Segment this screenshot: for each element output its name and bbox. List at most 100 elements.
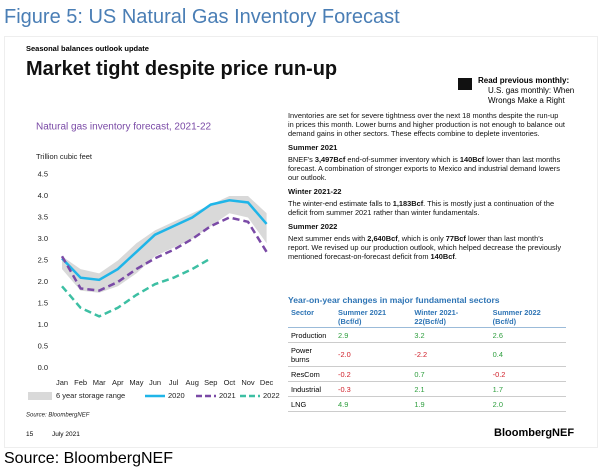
range-band [62,196,267,293]
text-run: . This is mostly just a continuation of … [288,199,555,217]
header-cell: Winter 2021-22(Bcf/d) [411,307,490,328]
x-tick-label: Jul [169,378,179,387]
kicker: Seasonal balances outlook update [26,44,149,53]
x-tick-label: Oct [224,378,237,387]
text-run: , which is only [397,234,446,243]
text-run: Next summer ends with [288,234,368,243]
x-tick-label: Jun [149,378,161,387]
cell: -2.0 [335,342,412,367]
text-run: lower than last month's report. We revis… [288,234,562,261]
x-tick-label: Feb [74,378,87,387]
header-row: Sector Summer 2021 (Bcf/d) Winter 2021-22(… [288,307,566,328]
read-more[interactable]: Read previous monthly: U.S. gas monthly:… [458,76,590,110]
x-tick-label: Apr [112,378,124,387]
y-tick-label: 0.5 [38,341,48,350]
y-tick-label: 3.5 [38,212,48,221]
text-run: 140Bcf [459,155,485,164]
text-run: 2,640Bcf [367,234,398,243]
y-tick-label: 4.5 [38,169,48,178]
x-tick-label: Jan [56,378,68,387]
table: Sector Summer 2021 (Bcf/d) Winter 2021-22(… [288,307,566,412]
page-number: 15 [26,431,34,438]
cell: 1.7 [489,381,566,397]
text-run: 140Bcf [430,252,455,261]
text-run: 77Bcf [445,234,466,243]
series-line [61,257,212,318]
brand: BloombergNEF [494,427,575,439]
y-tick-label: 3.0 [38,234,48,243]
cell: 2.9 [335,327,412,343]
cell: 2.0 [489,396,566,412]
x-tick-label: May [129,378,143,387]
y-tick-label: 1.5 [38,298,48,307]
section-heading: Winter 2021-22 [288,187,342,196]
cell: -0.3 [335,381,412,397]
cell: ResCom [288,366,336,382]
row: Power burns -2.0 -2.2 0.4 [288,342,566,367]
y-tick-label: 2.5 [38,255,48,264]
x-tick-label: Nov [241,378,255,387]
x-tick-label: Aug [186,378,199,387]
table-title: Year-on-year changes in major fundamenta… [288,295,500,305]
cell: LNG [288,396,336,412]
read-label: Read previous monthly: [478,76,570,85]
series-line [61,199,268,282]
cell: 1.9 [411,396,490,412]
row: ResCom -0.2 0.7 -0.2 [288,366,566,382]
cell: Power burns [288,342,336,367]
text-run: 1,183Bcf [392,199,424,208]
section-heading: Summer 2021 [288,143,338,152]
cell: 2.1 [411,381,490,397]
cell: Production [288,327,336,343]
icon [458,78,472,90]
y-axis-label: Trillion cubic feet [36,152,93,161]
x-tick-label: Dec [260,378,274,387]
header-cell: Sector [288,307,336,328]
row: Production 2.9 3.2 2.6 [288,327,566,343]
paragraph: The winter-end estimate falls to 1,183Bc… [288,199,566,217]
cell: Industrial [288,381,336,397]
text-run: Inventories are set for severe tightness… [288,111,565,138]
chart: Natural gas inventory forecast, 2021-22 … [26,122,280,419]
row: Industrial -0.3 2.1 1.7 [288,381,566,397]
x-tick-label: Sep [204,378,217,387]
y-tick-label: 2.0 [38,277,48,286]
header-cell: Summer 2021 (Bcf/d) [335,307,412,328]
text-run: BNEF's [288,155,315,164]
text-run: . [454,252,457,261]
row: LNG 4.9 1.9 2.0 [288,396,566,412]
paragraph: Inventories are set for severe tightness… [288,111,566,138]
cell: 3.2 [411,327,490,343]
x-tick-label: Mar [93,378,106,387]
cell: -0.2 [335,366,412,382]
chart-source: Source: BloombergNEF [26,413,90,419]
legend-label: 2022 [263,391,280,400]
figure-title: Figure 5: US Natural Gas Inventory Forec… [4,6,400,28]
text-run: The winter-end estimate falls to [288,199,393,208]
text-run: end-of-summer inventory which is [345,155,460,164]
slide-title: Market tight despite price run-up [26,58,338,80]
source: Source: BloombergNEF [4,450,173,467]
cell: -2.2 [411,342,490,367]
legend-swatch [28,392,52,400]
cell: 0.4 [489,342,566,367]
read-link[interactable]: U.S. gas monthly: When Wrongs Make a Rig… [488,86,575,105]
y-tick-label: 0.0 [38,363,48,372]
legend-label: 6 year storage range [56,391,125,400]
text-run: 3,497Bcf [314,155,346,164]
cell: 4.9 [335,396,412,412]
date: July 2021 [52,431,80,438]
section-heading: Summer 2022 [288,222,338,231]
cell: -0.2 [489,366,566,382]
cell: 2.6 [489,327,566,343]
paragraph: BNEF's 3,497Bcf end-of-summer inventory … [288,155,566,182]
chart-title: Natural gas inventory forecast, 2021-22 [36,122,212,133]
cell: 0.7 [411,366,490,382]
body-text: Inventories are set for severe tightness… [288,111,566,266]
y-tick-label: 4.0 [38,191,48,200]
paragraph: Next summer ends with 2,640Bcf, which is… [288,234,566,261]
text-run: lower than last months forecast. A combi… [288,155,561,182]
legend-label: 2021 [219,391,236,400]
y-tick-label: 1.0 [38,320,48,329]
